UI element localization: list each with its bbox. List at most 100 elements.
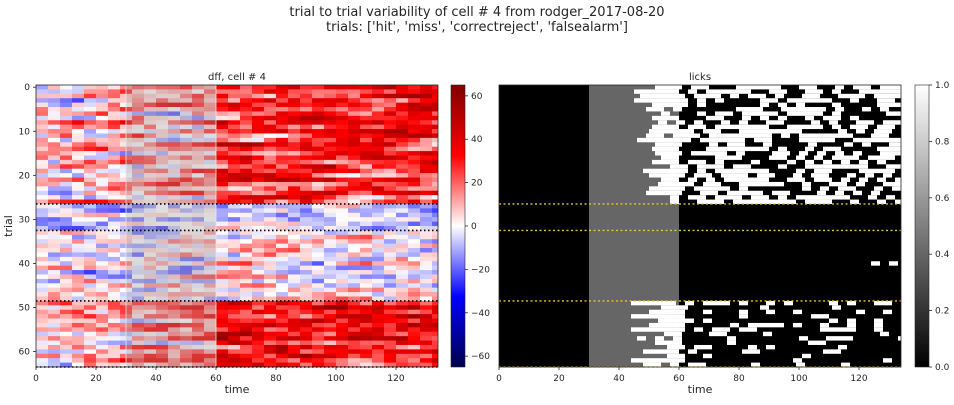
dff-cell xyxy=(420,248,433,254)
lick-cell xyxy=(850,98,859,103)
lick-cell xyxy=(721,186,730,191)
lick-cell xyxy=(841,177,850,182)
dff-cell xyxy=(48,283,61,289)
dff-cell xyxy=(240,274,253,280)
lick-cell xyxy=(649,173,658,178)
dff-cell xyxy=(168,230,181,236)
lick-cell xyxy=(751,349,760,354)
dff-cell xyxy=(408,226,421,232)
dff-cell xyxy=(264,256,277,262)
dff-cell xyxy=(324,230,337,236)
dff-cell xyxy=(300,164,313,170)
lick-cell xyxy=(817,151,826,156)
dff-cell xyxy=(48,305,61,311)
dff-cell xyxy=(72,155,85,161)
lick-cell xyxy=(751,168,760,174)
dff-cell xyxy=(324,349,337,355)
lick-cell xyxy=(742,146,751,152)
dff-cell xyxy=(288,340,301,346)
dff-cell xyxy=(144,305,157,311)
dff-cell xyxy=(96,300,109,306)
dff-cell xyxy=(348,296,361,302)
dff-cell xyxy=(228,322,241,328)
lick-cell xyxy=(811,314,820,319)
lick-cell xyxy=(706,115,715,121)
dff-cell xyxy=(372,212,385,218)
dff-cell xyxy=(420,102,433,108)
dff-cell xyxy=(372,146,385,152)
dff-cell xyxy=(144,261,157,267)
dff-cell xyxy=(132,120,145,126)
dff-cell xyxy=(396,85,409,91)
dff-cell xyxy=(420,296,433,302)
dff-cell xyxy=(348,195,361,201)
dff-cell xyxy=(36,173,49,179)
lick-cell xyxy=(688,177,697,182)
y-tick-label: 50 xyxy=(19,304,31,314)
dff-cell xyxy=(396,287,409,293)
dff-cell xyxy=(228,243,241,249)
lick-cell xyxy=(724,155,733,160)
lick-cell xyxy=(766,344,775,350)
dff-cell xyxy=(348,212,361,218)
dff-cell xyxy=(300,98,313,104)
dff-cell xyxy=(300,181,313,187)
dff-cell xyxy=(360,190,373,196)
dff-cell xyxy=(408,322,421,328)
dff-cell xyxy=(288,278,301,284)
dff-cell xyxy=(240,252,253,258)
dff-cell xyxy=(84,124,97,130)
dff-cell xyxy=(384,349,397,355)
dff-cell xyxy=(132,208,145,214)
lick-cell xyxy=(754,190,763,196)
dff-cell xyxy=(384,89,397,95)
dff-cell xyxy=(396,300,409,306)
lick-cell xyxy=(826,336,835,341)
lick-cell xyxy=(766,300,775,306)
dff-cell xyxy=(240,129,253,135)
dff-cell xyxy=(156,217,169,223)
dff-cell xyxy=(192,305,205,311)
dff-cell xyxy=(216,155,229,161)
dff-cell xyxy=(324,195,337,201)
dff-cell xyxy=(180,283,193,289)
dff-cell xyxy=(264,203,277,209)
dff-cell xyxy=(432,89,438,95)
dff-cell xyxy=(48,177,61,183)
dff-cell xyxy=(156,248,169,254)
lick-cell xyxy=(775,129,784,134)
lick-cell xyxy=(826,137,835,143)
lick-cell xyxy=(667,181,676,187)
dff-cell xyxy=(372,190,385,196)
dff-cell xyxy=(48,93,61,99)
dff-cell xyxy=(132,239,145,245)
dff-cell xyxy=(180,327,193,333)
dff-cell xyxy=(60,186,73,192)
dff-cell xyxy=(360,362,373,367)
dff-cell xyxy=(96,203,109,209)
dff-cell xyxy=(408,93,421,99)
dff-cell xyxy=(180,89,193,95)
dff-cell xyxy=(108,120,121,126)
lick-cell xyxy=(865,173,874,178)
dff-cell xyxy=(192,309,205,315)
dff-cell xyxy=(48,256,61,262)
dff-cell xyxy=(312,305,325,311)
lick-cell xyxy=(667,173,676,178)
dff-cell xyxy=(300,199,313,205)
dff-cell xyxy=(408,168,421,174)
dff-cell xyxy=(420,133,433,139)
dff-heatmap-cells xyxy=(36,85,438,367)
dff-cell xyxy=(300,358,313,364)
lick-cell xyxy=(742,124,751,130)
dff-cell xyxy=(396,124,409,130)
dff-cell xyxy=(276,142,289,148)
lick-cell xyxy=(667,93,676,99)
dff-cell xyxy=(408,203,421,209)
lick-cell xyxy=(847,93,856,99)
x-tick-label: 100 xyxy=(790,374,807,384)
dff-cell xyxy=(432,239,438,245)
dff-cell xyxy=(36,256,49,262)
lick-cell xyxy=(634,89,643,94)
x-tick-label: 120 xyxy=(387,374,404,384)
